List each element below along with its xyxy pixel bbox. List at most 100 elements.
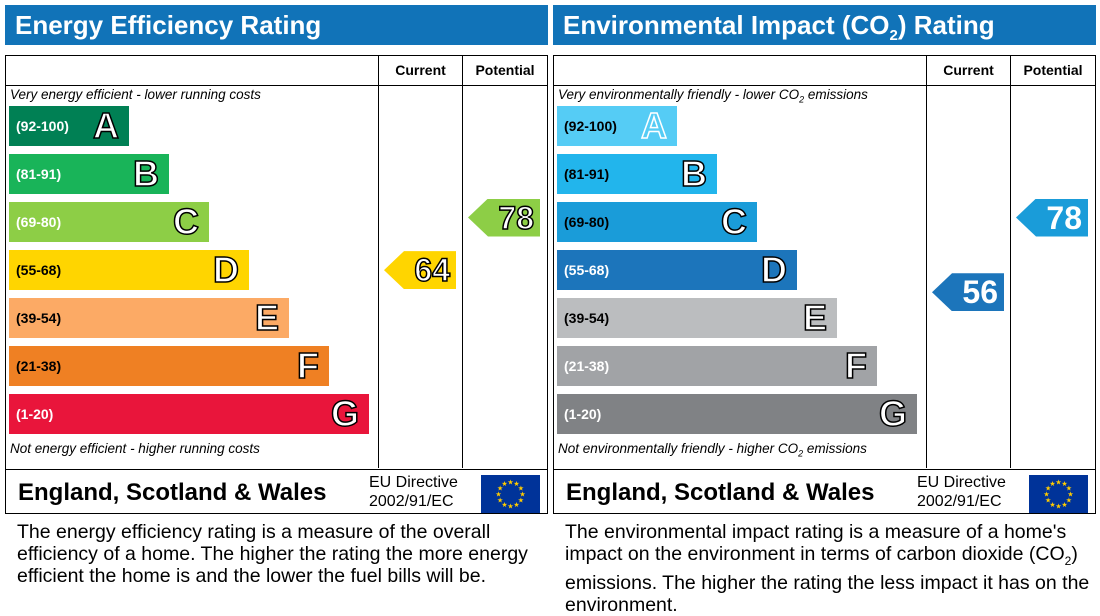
band-letter: E <box>254 297 280 339</box>
band-letter: B <box>680 153 708 195</box>
divider <box>6 85 547 86</box>
divider <box>378 56 379 468</box>
rating-band-f: (21-38) F <box>9 345 329 387</box>
current-column-header: Current <box>395 62 446 78</box>
band-letter: C <box>720 201 748 243</box>
flag-star: ★ <box>501 480 507 488</box>
flag-star: ★ <box>1049 501 1055 509</box>
flag-star: ★ <box>1055 503 1061 511</box>
energy-description: The energy efficiency rating is a measur… <box>17 521 528 587</box>
divider <box>1010 56 1011 468</box>
flag-star: ★ <box>1067 491 1073 499</box>
potential-column-header: Potential <box>475 62 535 78</box>
band-range: (39-54) <box>16 310 62 326</box>
divider <box>6 469 547 470</box>
divider <box>462 56 463 468</box>
flag-star: ★ <box>1043 491 1049 499</box>
top-note: Very environmentally friendly - lower CO… <box>558 87 868 105</box>
potential-column-header: Potential <box>1023 62 1083 78</box>
band-range: (55-68) <box>16 262 62 278</box>
rating-band-g: (1-20) G <box>9 393 369 435</box>
band-range: (1-20) <box>564 406 602 422</box>
eu-flag-icon: ★ ★★★★★★★★★★★ <box>1029 475 1088 513</box>
rating-band-d: (55-68) D <box>557 249 797 291</box>
flag-star: ★ <box>507 479 513 487</box>
flag-star: ★ <box>497 497 503 505</box>
band-range: (81-91) <box>564 166 610 182</box>
energy-efficiency-panel: Energy Efficiency Rating Current Potenti… <box>5 5 548 611</box>
rating-band-e: (39-54) E <box>9 297 289 339</box>
environmental-description: The environmental impact rating is a mea… <box>565 521 1090 616</box>
region-label: England, Scotland & Wales <box>18 479 327 506</box>
eu-flag-icon: ★ ★★★★★★★★★★★ <box>481 475 540 513</box>
flag-star: ★ <box>497 485 503 493</box>
band-letter: D <box>212 249 240 291</box>
band-letter: D <box>760 249 788 291</box>
rating-band-c: (69-80) C <box>9 201 209 243</box>
rating-band-d: (55-68) D <box>9 249 249 291</box>
rating-band-g: (1-20) G <box>557 393 917 435</box>
band-letter: F <box>296 345 320 387</box>
energy-title: Energy Efficiency Rating <box>5 5 548 45</box>
current-column-header: Current <box>943 62 994 78</box>
band-range: (69-80) <box>16 214 62 230</box>
divider <box>554 469 1095 470</box>
band-range: (55-68) <box>564 262 610 278</box>
flag-star: ★ <box>1045 497 1051 505</box>
flag-star: ★ <box>1066 485 1072 493</box>
band-letter: G <box>330 393 360 435</box>
rating-band-b: (81-91) B <box>557 153 717 195</box>
rating-band-f: (21-38) F <box>557 345 877 387</box>
environmental-impact-panel: Environmental Impact (CO2) Rating Curren… <box>553 5 1096 616</box>
environmental-title: Environmental Impact (CO2) Rating <box>553 5 1096 45</box>
flag-star: ★ <box>513 480 519 488</box>
rating-band-a: (92-100) A <box>557 105 677 146</box>
current-rating-arrow: 56 <box>932 273 1004 312</box>
band-range: (21-38) <box>16 358 62 374</box>
flag-star: ★ <box>1066 497 1072 505</box>
potential-rating-arrow: 78 <box>468 198 540 237</box>
current-rating-arrow: 64 <box>384 251 456 290</box>
region-label: England, Scotland & Wales <box>566 479 875 506</box>
flag-star: ★ <box>495 491 501 499</box>
flag-star: ★ <box>1045 485 1051 493</box>
band-letter: B <box>132 153 160 195</box>
flag-star: ★ <box>1061 501 1067 509</box>
flag-star: ★ <box>1061 480 1067 488</box>
band-letter: E <box>802 297 828 339</box>
flag-star: ★ <box>519 491 525 499</box>
rating-band-a: (92-100) A <box>9 105 129 147</box>
band-letter: C <box>172 201 200 243</box>
flag-star: ★ <box>1055 479 1061 487</box>
flag-star: ★ <box>501 501 507 509</box>
divider <box>926 56 927 468</box>
flag-star: ★ <box>518 485 524 493</box>
band-range: (39-54) <box>564 310 610 326</box>
flag-star: ★ <box>507 503 513 511</box>
potential-rating-arrow: 78 <box>1016 198 1088 237</box>
bottom-note: Not environmentally friendly - higher CO… <box>558 441 867 459</box>
divider <box>554 85 1095 86</box>
flag-star: ★ <box>1049 480 1055 488</box>
rating-band-e: (39-54) E <box>557 297 837 339</box>
band-letter: F <box>844 345 868 387</box>
rating-band-c: (69-80) C <box>557 201 757 243</box>
flag-star: ★ <box>518 497 524 505</box>
eu-directive: EU Directive 2002/91/EC <box>369 473 458 511</box>
band-range: (21-38) <box>564 358 610 374</box>
directive-line: EU Directive <box>369 474 458 491</box>
band-range: (1-20) <box>16 406 54 422</box>
band-range: (81-91) <box>16 166 62 182</box>
environmental-chart-frame: Current Potential Very environmentally f… <box>553 55 1096 514</box>
flag-star: ★ <box>513 501 519 509</box>
band-range: (69-80) <box>564 214 610 230</box>
eu-directive: EU Directive 2002/91/EC <box>917 473 1006 511</box>
band-letter: A <box>92 105 120 147</box>
top-note: Very energy efficient - lower running co… <box>10 87 261 102</box>
directive-line: 2002/91/EC <box>917 493 1002 510</box>
band-range: (92-100) <box>564 118 617 134</box>
energy-chart-frame: Current Potential Very energy efficient … <box>5 55 548 514</box>
band-letter: G <box>878 393 908 435</box>
bottom-note: Not energy efficient - higher running co… <box>10 441 260 456</box>
rating-band-b: (81-91) B <box>9 153 169 195</box>
